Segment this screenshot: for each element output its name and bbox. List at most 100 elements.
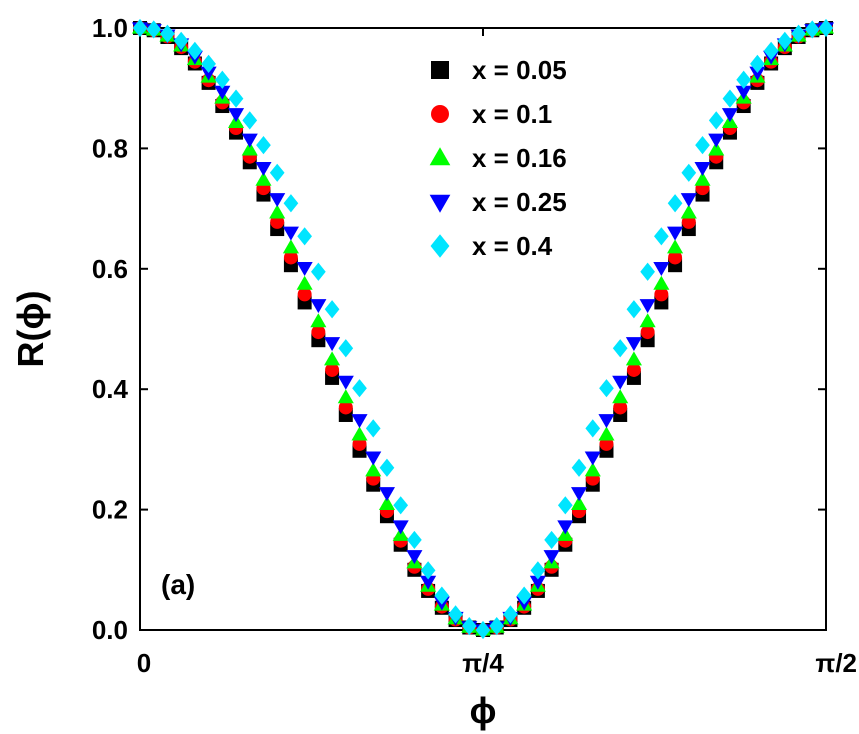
data-point: [584, 462, 601, 477]
data-point: [695, 136, 710, 155]
data-point: [420, 561, 436, 580]
data-point: [392, 520, 409, 535]
data-point: [763, 41, 779, 61]
legend-marker: [429, 147, 451, 166]
data-point: [406, 550, 423, 565]
legend-marker: [429, 194, 451, 213]
y-axis-title: R(ϕ): [10, 291, 51, 368]
data-point: [283, 194, 299, 213]
y-tick-label: 0.4: [92, 374, 129, 404]
data-point: [393, 496, 409, 515]
data-point: [791, 24, 806, 43]
data-point: [160, 24, 175, 43]
y-tick-label: 0.0: [92, 615, 128, 645]
data-point: [640, 325, 655, 340]
data-point: [681, 163, 697, 182]
data-point: [255, 171, 272, 186]
y-tick-label: 0.6: [92, 254, 128, 284]
data-point: [639, 299, 656, 314]
data-point: [640, 262, 655, 281]
data-point: [338, 339, 354, 358]
data-point: [667, 194, 683, 213]
data-point: [721, 108, 739, 123]
data-point: [146, 20, 162, 39]
data-point: [256, 136, 271, 155]
data-point: [448, 605, 463, 624]
data-point: [804, 20, 820, 39]
x-tick-label: π/4: [462, 648, 504, 678]
data-point: [132, 18, 148, 38]
data-point: [434, 586, 450, 605]
legend-label: x = 0.4: [472, 231, 553, 261]
panel-label: (a): [161, 569, 195, 600]
data-point: [228, 89, 244, 108]
data-point: [530, 561, 546, 580]
data-point: [365, 451, 382, 466]
data-point: [598, 426, 615, 441]
data-point: [654, 227, 669, 246]
data-point: [489, 616, 505, 636]
legend-label: x = 0.25: [472, 187, 567, 217]
data-point: [571, 458, 587, 477]
axis-tick-labels: 0.0 0.2 0.4 0.6 0.8 1.0 0 π/4 π/2: [92, 13, 857, 678]
x-axis-title: ϕ: [470, 690, 497, 731]
data-point: [241, 133, 258, 148]
data-point: [639, 313, 656, 328]
data-point: [708, 133, 725, 148]
data-point: [365, 419, 381, 438]
data-point: [297, 227, 312, 246]
legend-marker: [431, 61, 449, 79]
data-point: [365, 462, 382, 477]
y-tick-label: 0.8: [92, 133, 128, 163]
data-point: [241, 141, 258, 156]
legend: x = 0.05 x = 0.1 x = 0.16 x = 0.25 x = 0.4: [429, 55, 567, 261]
legend-label: x = 0.1: [472, 99, 552, 129]
data-point: [653, 262, 670, 277]
data-point: [503, 605, 518, 624]
x-tick-label: 0: [137, 648, 151, 678]
data-point: [282, 239, 299, 254]
data-point: [680, 193, 697, 208]
data-point: [173, 31, 189, 50]
data-point: [708, 141, 725, 156]
data-point: [613, 400, 628, 415]
data-point: [351, 414, 368, 429]
data-point: [255, 162, 272, 177]
data-point: [282, 226, 299, 241]
data-point: [324, 300, 340, 319]
data-point: [667, 239, 684, 254]
data-point: [625, 351, 642, 366]
data-point: [337, 389, 354, 404]
data-point: [749, 66, 766, 81]
data-point: [750, 54, 765, 73]
data-point: [378, 496, 396, 511]
data-markers: [131, 18, 835, 640]
data-point: [407, 530, 422, 550]
data-point: [735, 85, 752, 100]
data-point: [324, 337, 341, 352]
data-point: [585, 419, 601, 438]
data-point: [296, 275, 313, 290]
data-point: [557, 496, 573, 515]
data-point: [325, 362, 340, 377]
data-point: [351, 426, 368, 441]
data-point: [242, 111, 258, 130]
data-point: [625, 337, 642, 352]
data-point: [311, 325, 326, 340]
data-point: [736, 70, 752, 89]
data-point: [543, 550, 560, 565]
y-tick-label: 1.0: [92, 13, 128, 43]
data-point: [680, 204, 697, 219]
data-point: [557, 520, 574, 535]
data-point: [324, 351, 341, 366]
data-point: [338, 400, 353, 415]
data-point: [378, 487, 396, 502]
data-point: [626, 300, 642, 319]
data-point: [201, 54, 216, 73]
y-tick-label: 0.2: [92, 495, 128, 525]
data-point: [214, 85, 231, 100]
x-tick-label: π/2: [815, 648, 857, 678]
data-point: [296, 262, 313, 277]
data-point: [311, 262, 326, 281]
